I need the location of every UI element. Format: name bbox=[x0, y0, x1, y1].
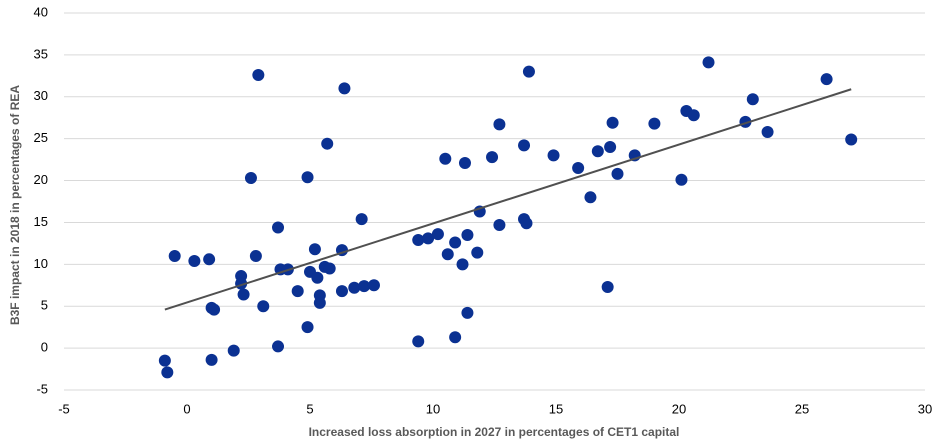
y-tick-label: 15 bbox=[34, 214, 48, 229]
point bbox=[412, 234, 425, 247]
point bbox=[845, 133, 858, 146]
point bbox=[422, 232, 435, 245]
point bbox=[244, 172, 257, 185]
point bbox=[449, 236, 462, 249]
point bbox=[321, 137, 334, 150]
point bbox=[687, 109, 700, 122]
point bbox=[461, 306, 474, 319]
x-tick-label: 30 bbox=[918, 401, 932, 416]
point bbox=[291, 285, 304, 298]
y-tick-label: 10 bbox=[34, 256, 48, 271]
point bbox=[461, 229, 474, 242]
x-tick-label: 15 bbox=[549, 401, 563, 416]
point bbox=[702, 56, 715, 69]
point bbox=[486, 151, 499, 164]
point bbox=[252, 68, 265, 81]
point bbox=[313, 296, 326, 309]
point bbox=[161, 366, 174, 379]
point bbox=[611, 167, 624, 180]
point bbox=[205, 353, 218, 366]
point bbox=[335, 285, 348, 298]
point bbox=[601, 280, 614, 293]
y-tick-label: 35 bbox=[34, 46, 48, 61]
x-tick-label: 20 bbox=[672, 401, 686, 416]
y-tick-label: 30 bbox=[34, 88, 48, 103]
y-tick-label: 5 bbox=[41, 298, 48, 313]
trend-line bbox=[164, 88, 852, 311]
point bbox=[338, 82, 351, 95]
point bbox=[323, 262, 336, 275]
point bbox=[249, 249, 262, 262]
point bbox=[761, 125, 774, 138]
point bbox=[301, 171, 314, 184]
x-tick-label: 0 bbox=[183, 401, 190, 416]
point bbox=[547, 149, 560, 162]
x-axis-title: Increased loss absorption in 2027 in per… bbox=[309, 425, 680, 439]
point bbox=[471, 246, 484, 259]
point bbox=[237, 288, 250, 301]
x-tick-label: 5 bbox=[306, 401, 313, 416]
point bbox=[439, 152, 452, 165]
point bbox=[158, 354, 171, 367]
point bbox=[456, 258, 469, 271]
point bbox=[458, 156, 471, 169]
point bbox=[272, 221, 285, 234]
point bbox=[591, 145, 604, 158]
point bbox=[648, 117, 661, 130]
point bbox=[203, 253, 216, 266]
point bbox=[301, 321, 314, 334]
point bbox=[355, 213, 368, 226]
point bbox=[522, 65, 535, 78]
point bbox=[431, 228, 444, 241]
point bbox=[272, 340, 285, 353]
point bbox=[606, 116, 619, 129]
point bbox=[188, 254, 201, 267]
y-tick-label: 0 bbox=[41, 340, 48, 355]
point bbox=[518, 139, 531, 152]
point bbox=[208, 303, 221, 316]
point bbox=[367, 279, 380, 292]
point bbox=[675, 173, 688, 186]
x-tick-label: -5 bbox=[58, 401, 70, 416]
x-tick-label: 10 bbox=[426, 401, 440, 416]
point bbox=[449, 331, 462, 344]
point bbox=[168, 249, 181, 262]
point bbox=[584, 191, 597, 204]
point bbox=[348, 281, 361, 294]
y-tick-label: 40 bbox=[34, 4, 48, 19]
point bbox=[520, 217, 533, 230]
point bbox=[604, 141, 617, 154]
point bbox=[227, 344, 240, 357]
y-tick-label: 20 bbox=[34, 172, 48, 187]
x-tick-label: 25 bbox=[795, 401, 809, 416]
point bbox=[493, 218, 506, 231]
point bbox=[308, 243, 321, 256]
point bbox=[441, 248, 454, 261]
point bbox=[311, 271, 324, 284]
point bbox=[412, 335, 425, 348]
point bbox=[358, 280, 371, 293]
y-tick-label: 25 bbox=[34, 130, 48, 145]
point bbox=[493, 118, 506, 131]
point bbox=[820, 73, 833, 86]
y-tick-label: -5 bbox=[36, 381, 48, 396]
point bbox=[746, 93, 759, 106]
y-axis-title: B3F impact in 2018 in percentages of REA bbox=[8, 85, 22, 325]
point bbox=[572, 161, 585, 174]
point bbox=[257, 300, 270, 313]
